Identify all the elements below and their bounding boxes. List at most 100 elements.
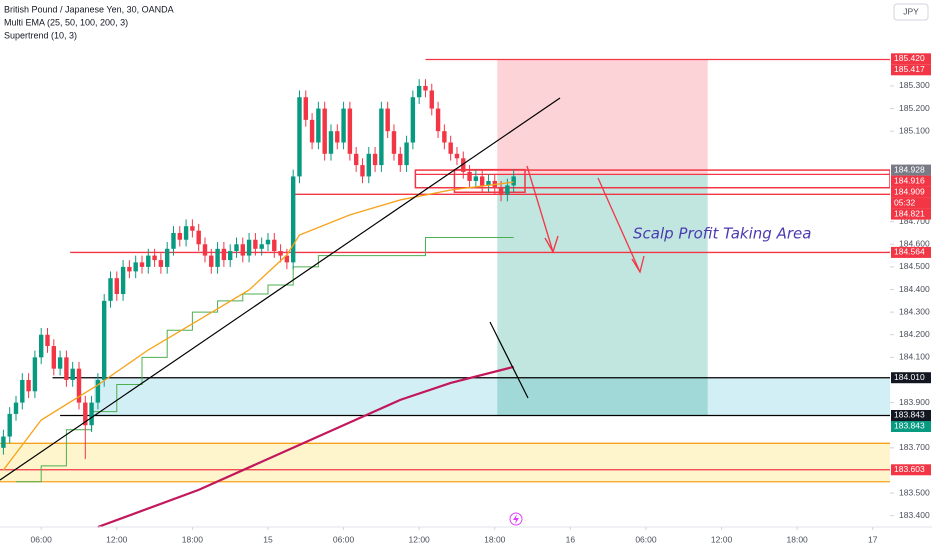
y-tick-label: 184.500 xyxy=(899,261,930,271)
currency-button[interactable] xyxy=(893,3,929,21)
candle-body xyxy=(404,142,409,166)
stop-area xyxy=(497,59,708,175)
y-tick-label: 184.200 xyxy=(899,329,930,339)
candle-body xyxy=(290,176,296,263)
candle-body xyxy=(454,153,460,159)
candle-body xyxy=(171,232,176,249)
candle-body xyxy=(177,232,182,240)
x-tick-label: 18:00 xyxy=(182,534,204,544)
y-tick-label: 184.700 xyxy=(899,216,930,226)
y-tick-label: 183.700 xyxy=(899,442,930,452)
candle-body xyxy=(139,262,145,267)
price-label-bg xyxy=(891,372,931,384)
annotation: Scalp Profit Taking Area xyxy=(633,225,811,243)
candle-body xyxy=(108,278,113,301)
candle-body xyxy=(435,108,441,132)
x-tick-label: 17 xyxy=(868,534,878,544)
price-label-bg xyxy=(891,420,931,432)
candle-body xyxy=(253,239,258,249)
candle-body xyxy=(259,244,264,249)
candle-body xyxy=(498,187,504,195)
candle-body xyxy=(278,251,283,256)
x-tick-label: 12:00 xyxy=(409,534,431,544)
candle-body xyxy=(461,158,466,172)
candle-body xyxy=(360,165,365,177)
candle-body xyxy=(83,402,88,426)
candle-body xyxy=(353,153,359,166)
price-label-bg xyxy=(891,464,931,476)
candle-body xyxy=(347,108,353,154)
currency[interactable]: JPY xyxy=(903,6,919,16)
x-tick-label: 15 xyxy=(263,534,273,544)
candle-body xyxy=(341,108,346,143)
price-label: 183.843 xyxy=(894,421,925,431)
arrow xyxy=(597,177,641,273)
price-label: 184.909 xyxy=(894,186,925,196)
indicator-label: Multi EMA (25, 50, 100, 200, 3) xyxy=(4,17,128,27)
price-label: 184.564 xyxy=(894,247,925,257)
price-label-bg xyxy=(891,208,931,220)
target-area xyxy=(497,174,708,416)
candle-body xyxy=(416,85,422,98)
candle-body xyxy=(511,176,516,186)
candle-body xyxy=(146,255,151,267)
symbol-title: British Pound / Japanese Yen, 30, OANDA xyxy=(4,4,174,14)
candle-body xyxy=(234,244,239,252)
candle-body xyxy=(32,357,38,392)
y-tick-label: 185.200 xyxy=(899,103,930,113)
candle-body xyxy=(486,180,491,186)
countdown-bg xyxy=(891,197,931,209)
ema-line xyxy=(97,365,514,529)
candle-body xyxy=(209,255,214,267)
candle-body xyxy=(26,379,31,392)
ema-line xyxy=(2,181,514,471)
candle-body xyxy=(272,239,277,252)
candle-body xyxy=(309,119,315,143)
candle-body xyxy=(20,379,25,403)
price-label: 184.010 xyxy=(894,372,925,382)
candle-body xyxy=(473,176,479,181)
price-label-bg xyxy=(891,409,931,421)
candle-body xyxy=(265,239,271,245)
candle-body xyxy=(505,185,510,195)
candle-body xyxy=(89,402,94,426)
y-tick-label: 184.100 xyxy=(899,352,930,362)
candle-body xyxy=(429,90,434,109)
x-tick-label: 16 xyxy=(566,534,576,544)
zone xyxy=(0,443,890,482)
candle-body xyxy=(1,436,6,448)
candle-body xyxy=(202,244,208,256)
zone-box xyxy=(453,168,526,194)
candle-body xyxy=(316,108,321,143)
x-tick-label: 18:00 xyxy=(484,534,506,544)
x-tick-label: 12:00 xyxy=(106,534,128,544)
candle-body xyxy=(423,85,428,91)
candle-body xyxy=(76,368,82,403)
event-icon-bolt xyxy=(513,514,519,524)
candle-body xyxy=(127,266,132,272)
candle-body xyxy=(297,97,302,177)
price-label-bg xyxy=(891,246,931,258)
candle-body xyxy=(448,142,453,154)
candle-body xyxy=(410,97,416,143)
candle-body xyxy=(398,153,403,166)
price-label-bg xyxy=(891,164,931,176)
candle-body xyxy=(7,413,12,437)
candle-body xyxy=(196,230,201,245)
candle-body xyxy=(158,260,164,267)
candle-body xyxy=(328,131,334,154)
candle-body xyxy=(120,266,126,295)
candle-body xyxy=(64,357,69,380)
candle-body xyxy=(57,357,63,369)
candle-body xyxy=(13,402,19,414)
x-tick-label: 12:00 xyxy=(711,534,733,544)
candle-body xyxy=(246,239,252,256)
candle-body xyxy=(183,226,189,240)
candle-body xyxy=(38,334,44,358)
price-label-bg xyxy=(891,175,931,187)
countdown: 05:32 xyxy=(894,197,916,207)
candle-body xyxy=(101,300,107,380)
candle-body xyxy=(227,251,233,261)
price-label: 183.843 xyxy=(894,410,925,420)
